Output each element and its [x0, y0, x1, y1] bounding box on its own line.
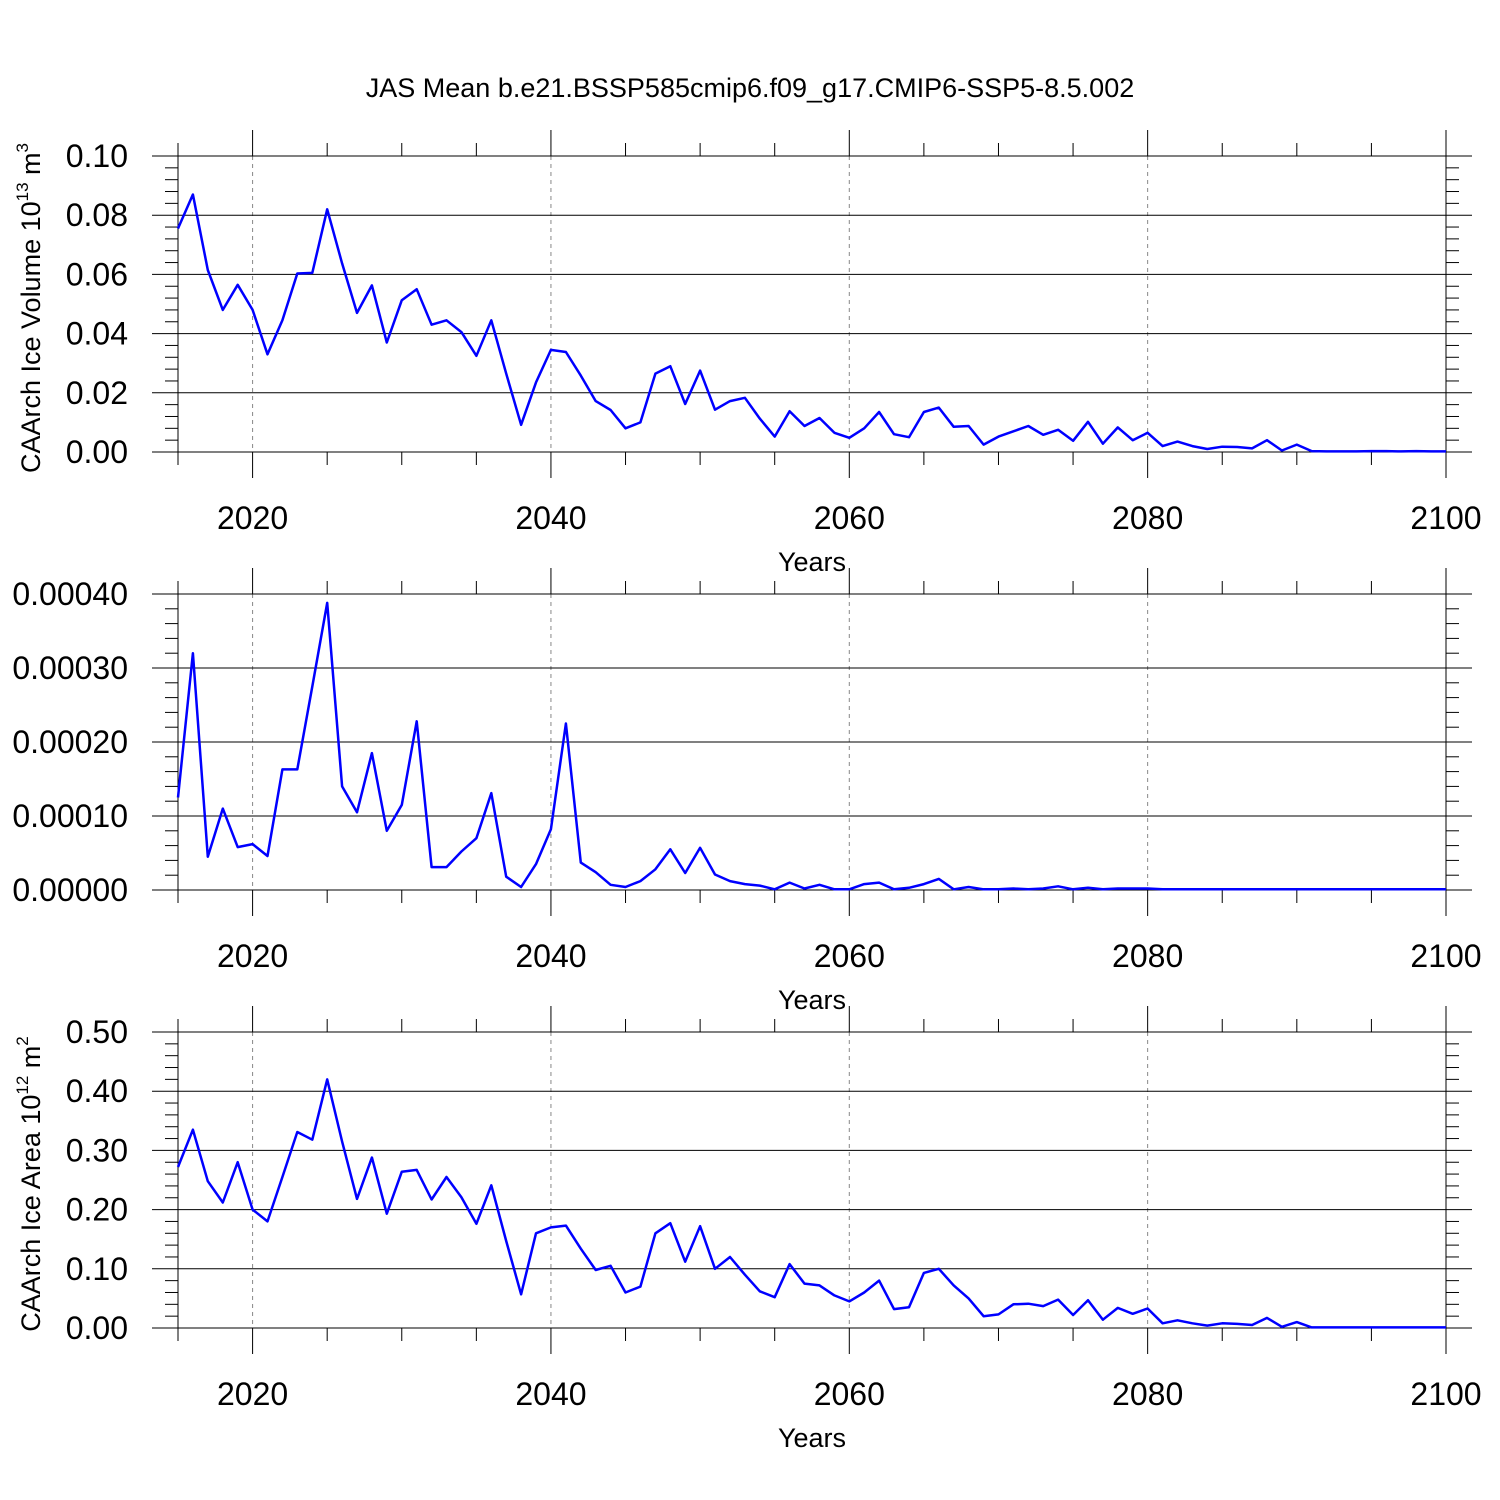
y-axis-label-main: CAArch Ice Volume 10 [16, 201, 46, 473]
y-tick-label: 0.02 [66, 375, 128, 411]
data-line [176, 601, 1446, 891]
y-tick-label: 0.20 [66, 1192, 128, 1228]
plot-frame [177, 155, 1447, 453]
x-tick-label: 2100 [1410, 500, 1481, 536]
y-axis-label-unit-exponent: 3 [13, 143, 32, 152]
x-tick-label: 2040 [515, 500, 586, 536]
y-tick-label: 0.06 [66, 256, 128, 292]
x-tick-label: 2060 [814, 500, 885, 536]
panel-middle-series: 0.00000 0.00010 0.00020 0.00030 0.00040 2020 2… [12, 568, 1482, 1015]
data-line [176, 193, 1446, 453]
x-tick-label: 2040 [515, 938, 586, 974]
y-tick-label: 0.00020 [12, 724, 128, 760]
y-tick-label: 0.10 [66, 138, 128, 174]
y-axis-label-exponent: 12 [13, 1076, 32, 1095]
y-tick-label: 0.04 [66, 316, 128, 352]
y-axis-label-unit: m [16, 152, 46, 182]
x-tick-label: 2080 [1112, 500, 1183, 536]
x-axis-label: Years [778, 985, 846, 1015]
y-tick-label: 0.10 [66, 1251, 128, 1287]
x-tick-label: 2020 [217, 1376, 288, 1412]
y-tick-label: 0.00 [66, 434, 128, 470]
y-axis-label: CAArch Ice Area 1012 m2 [13, 1036, 46, 1332]
x-tick-label: 2060 [814, 1376, 885, 1412]
y-tick-label: 0.00000 [12, 872, 128, 908]
x-axis-label: Years [778, 547, 846, 577]
panel-ice-volume: 0.00 0.02 0.04 0.06 0.08 0.10 2020 2040 2060 2080… [13, 130, 1482, 577]
y-axis-label-exponent: 13 [13, 182, 32, 201]
figure-title: JAS Mean b.e21.BSSP585cmip6.f09_g17.CMIP… [366, 73, 1134, 103]
x-tick-label: 2080 [1112, 1376, 1183, 1412]
x-tick-label: 2100 [1410, 938, 1481, 974]
y-tick-label: 0.00030 [12, 650, 128, 686]
plot-frame [177, 1031, 1447, 1329]
panel-ice-area: 0.00 0.10 0.20 0.30 0.40 0.50 2020 2040 2060 2080… [13, 1006, 1482, 1453]
y-tick-label: 0.08 [66, 197, 128, 233]
y-tick-label: 0.40 [66, 1073, 128, 1109]
y-tick-label: 0.00010 [12, 798, 128, 834]
x-tick-label: 2020 [217, 500, 288, 536]
y-axis-label-unit-exponent: 2 [13, 1036, 32, 1045]
plot-frame [177, 593, 1447, 891]
x-tick-label: 2100 [1410, 1376, 1481, 1412]
y-axis-label-main: CAArch Ice Area 10 [16, 1095, 46, 1332]
y-axis-label-unit: m [16, 1046, 46, 1076]
y-tick-label: 0.30 [66, 1132, 128, 1168]
data-line [176, 1078, 1446, 1329]
y-tick-label: 0.00040 [12, 576, 128, 612]
y-tick-label: 0.00 [66, 1310, 128, 1346]
y-tick-label: 0.50 [66, 1014, 128, 1050]
x-tick-label: 2040 [515, 1376, 586, 1412]
x-tick-label: 2020 [217, 938, 288, 974]
x-tick-label: 2060 [814, 938, 885, 974]
x-tick-label: 2080 [1112, 938, 1183, 974]
y-axis-label: CAArch Ice Volume 1013 m3 [13, 143, 46, 473]
x-axis-label: Years [778, 1423, 846, 1453]
